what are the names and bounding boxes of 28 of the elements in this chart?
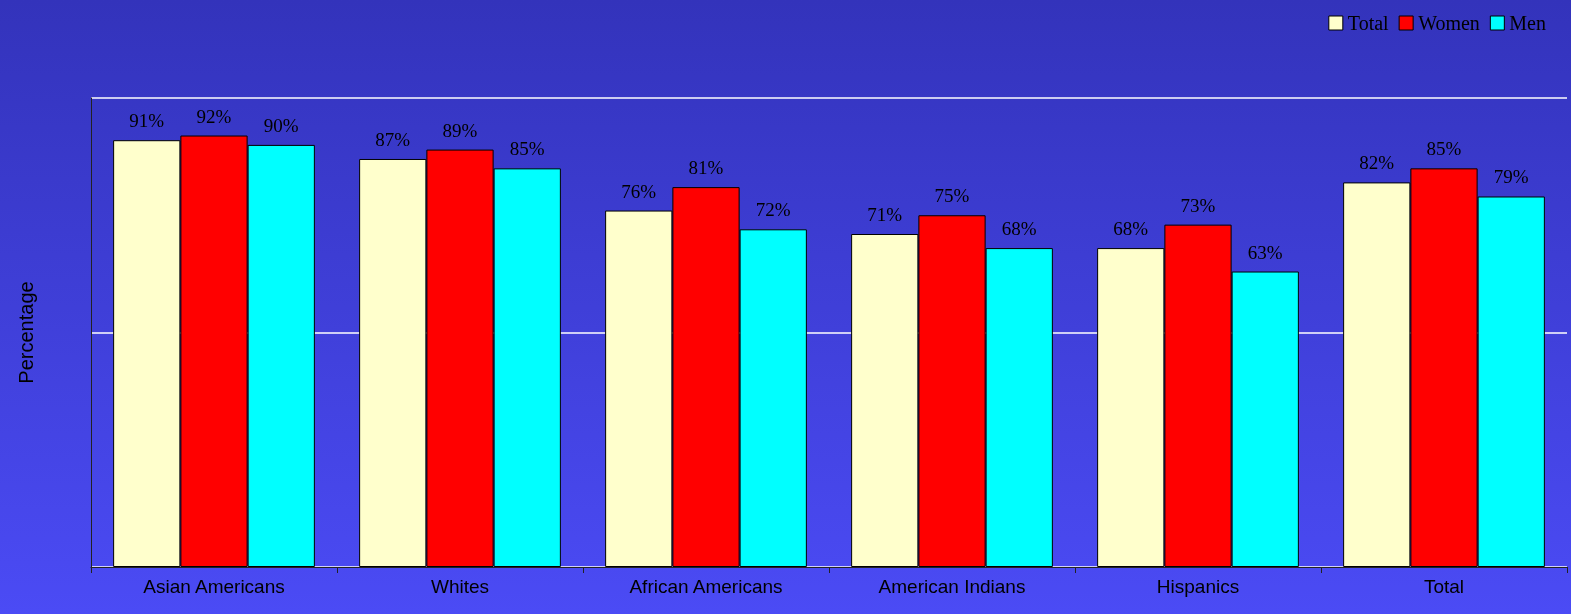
data-label: 73% xyxy=(1180,194,1216,216)
data-label: 85% xyxy=(1426,138,1462,160)
data-label: 85% xyxy=(509,138,545,160)
data-label: 68% xyxy=(1113,218,1149,240)
data-label: 82% xyxy=(1359,152,1395,174)
x-tick-label: Whites xyxy=(430,576,490,597)
x-tick-label: African Americans xyxy=(629,576,783,597)
data-label: 91% xyxy=(129,110,165,132)
data-label: 71% xyxy=(867,204,903,226)
data-label: 87% xyxy=(375,128,411,150)
data-label: 89% xyxy=(442,119,478,141)
data-label: 81% xyxy=(688,157,724,179)
data-label: 92% xyxy=(196,105,232,127)
data-label: 76% xyxy=(621,180,657,202)
x-tick-label: Asian Americans xyxy=(143,576,285,597)
legend-label: Men xyxy=(1509,12,1547,34)
legend-label: Total xyxy=(1347,12,1390,34)
data-label: 79% xyxy=(1493,166,1529,188)
x-tick-label: Hispanics xyxy=(1156,576,1240,597)
x-tick-label: American Indians xyxy=(878,576,1026,597)
data-label: 68% xyxy=(1001,218,1037,240)
data-label: 90% xyxy=(263,114,299,136)
x-tick-label: Total xyxy=(1423,576,1465,597)
data-label: 72% xyxy=(755,199,791,221)
y-axis-title: Percentage xyxy=(15,281,37,384)
data-label: 63% xyxy=(1247,241,1283,263)
data-label: 75% xyxy=(934,185,970,207)
legend-label: Women xyxy=(1418,12,1480,34)
